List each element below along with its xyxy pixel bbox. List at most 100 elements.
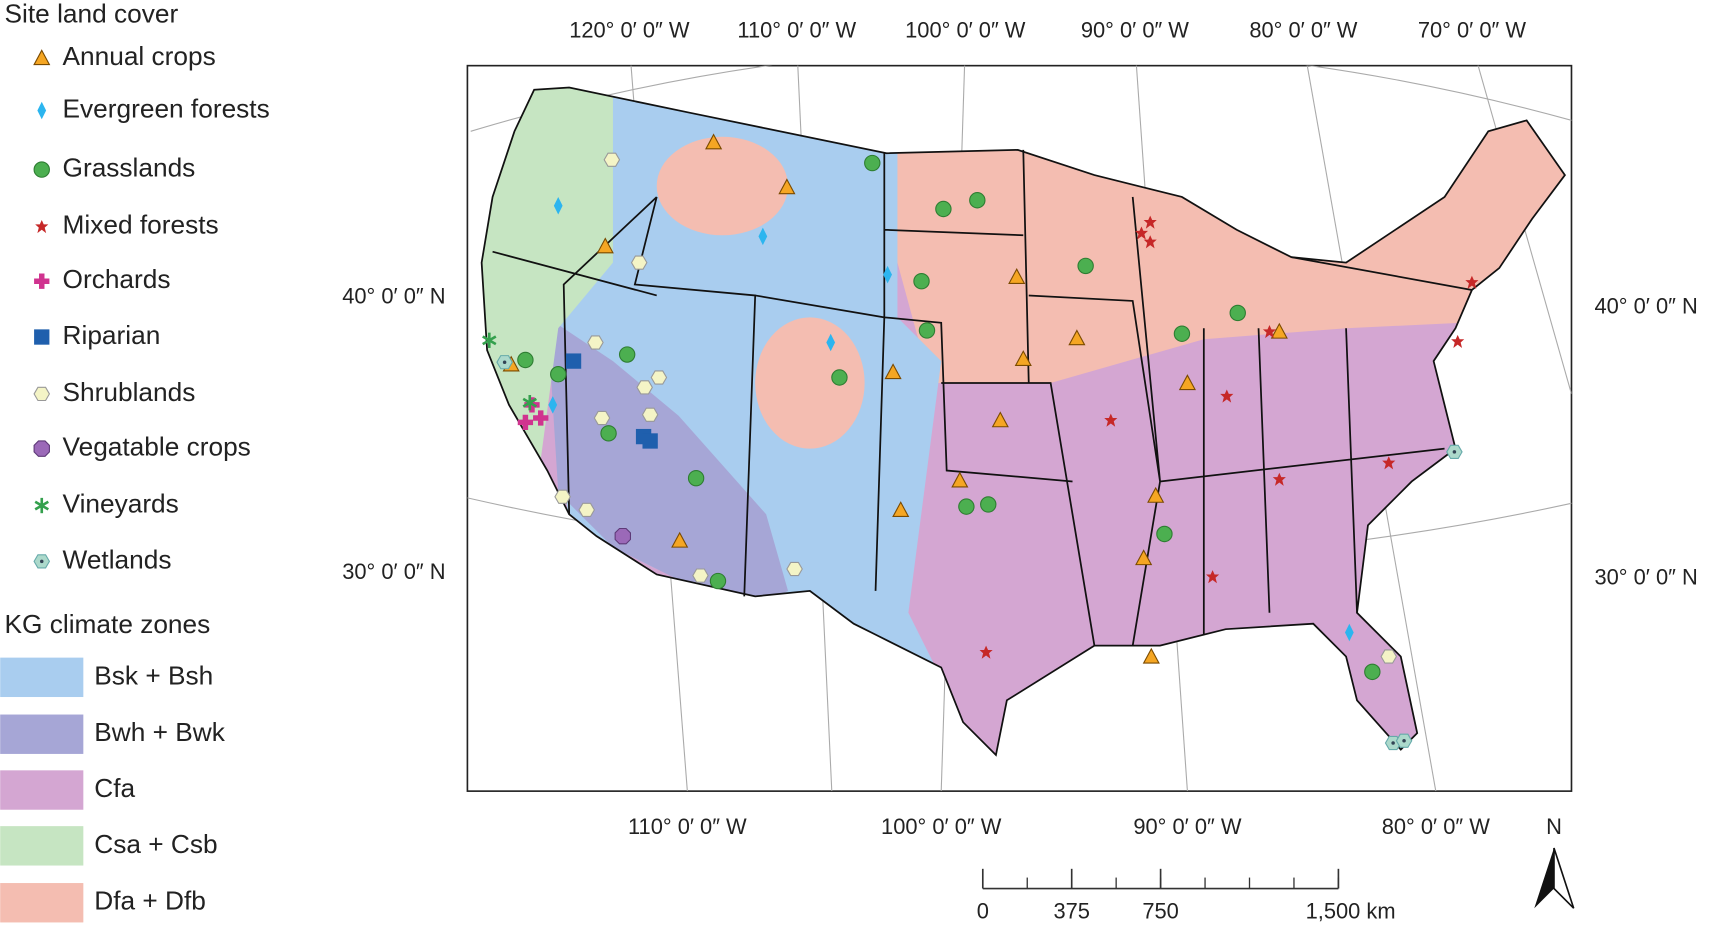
site xyxy=(496,355,513,370)
site xyxy=(709,572,727,590)
site xyxy=(958,498,975,515)
scale-label: 750 xyxy=(1142,898,1179,923)
legend-label: Mixed forests xyxy=(63,209,219,239)
site xyxy=(913,273,930,290)
longitude-label: 90° 0′ 0″ W xyxy=(1081,18,1189,43)
scale-bar: 0 375 750 1,500 km xyxy=(977,868,1396,923)
zone-area xyxy=(547,87,985,756)
site xyxy=(517,351,534,369)
legend-title: KG climate zones xyxy=(5,609,211,639)
map: 120° 0′ 0″ W 110° 0′ 0″ W 100° 0′ 0″ W 9… xyxy=(342,18,1698,840)
graticule-labels: 120° 0′ 0″ W 110° 0′ 0″ W 100° 0′ 0″ W 9… xyxy=(342,18,1698,840)
site xyxy=(614,527,631,545)
legend-label: Wetlands xyxy=(63,544,172,574)
legend-swatch xyxy=(0,714,84,754)
arrow-half xyxy=(1534,848,1554,909)
site xyxy=(1077,257,1094,275)
legend-title: Site land cover xyxy=(5,0,179,28)
north-label: N xyxy=(1546,814,1562,839)
site xyxy=(1173,325,1191,342)
site xyxy=(618,346,636,363)
legend-climate: KG climate zones Bsk + Bsh Bwh + Bwk Cfa Cs… xyxy=(0,609,226,923)
site xyxy=(600,425,617,442)
legend-label: Orchards xyxy=(63,264,171,294)
legend-land-cover: Site land cover Annual crops Evergreen f… xyxy=(5,0,270,574)
legend-label: Bwh + Bwk xyxy=(94,717,225,747)
north-arrow: N xyxy=(1534,814,1575,909)
site xyxy=(1229,304,1246,322)
site xyxy=(864,154,881,172)
longitude-label: 110° 0′ 0″ W xyxy=(737,18,856,43)
site xyxy=(554,489,571,504)
site xyxy=(630,255,648,270)
latitude-label: 40° 0′ 0″ N xyxy=(342,283,445,308)
site xyxy=(786,561,803,577)
legend-label: Vegatable crops xyxy=(63,432,251,462)
longitude-label: 80° 0′ 0″ W xyxy=(1249,18,1357,43)
legend-swatch xyxy=(0,826,84,866)
site xyxy=(1446,444,1463,460)
legend-label: Shrublands xyxy=(63,377,196,407)
legend-icon xyxy=(33,554,50,569)
arrow-half xyxy=(1553,847,1575,909)
scale-label: 0 xyxy=(977,898,989,923)
legend-label: Dfa + Dfb xyxy=(94,886,206,916)
legend-label: Riparian xyxy=(63,320,161,350)
site xyxy=(1156,525,1173,543)
legend-swatch xyxy=(0,770,84,810)
site xyxy=(642,433,658,449)
site xyxy=(636,380,653,395)
site xyxy=(831,369,848,386)
longitude-label: 70° 0′ 0″ W xyxy=(1418,18,1526,43)
legend-icon xyxy=(37,101,47,120)
longitude-label: 120° 0′ 0″ W xyxy=(569,18,690,43)
longitude-label: 100° 0′ 0″ W xyxy=(905,18,1026,43)
site xyxy=(1395,733,1413,748)
latitude-label: 30° 0′ 0″ N xyxy=(342,559,445,584)
site xyxy=(550,366,567,383)
site xyxy=(918,322,936,339)
legend-icon xyxy=(33,49,50,66)
latitude-label: 30° 0′ 0″ N xyxy=(1594,565,1697,590)
zone-area xyxy=(547,317,789,613)
legend-icon xyxy=(33,496,50,515)
legend-icon xyxy=(33,440,50,457)
longitude-label: 110° 0′ 0″ W xyxy=(628,814,747,839)
legend-icon xyxy=(33,386,50,402)
legend-icon xyxy=(35,219,49,234)
legend-icon xyxy=(34,273,50,289)
site xyxy=(641,407,659,422)
longitude-label: 80° 0′ 0″ W xyxy=(1382,814,1490,839)
longitude-label: 90° 0′ 0″ W xyxy=(1133,814,1241,839)
longitude-label: 100° 0′ 0″ W xyxy=(881,814,1002,839)
site xyxy=(593,410,611,426)
legend-label: Csa + Csb xyxy=(94,829,217,859)
legend-swatch xyxy=(0,883,84,923)
site xyxy=(1364,663,1381,681)
legend-label: Grasslands xyxy=(63,153,196,183)
site xyxy=(935,200,952,218)
site xyxy=(587,335,604,350)
site xyxy=(565,353,582,369)
site xyxy=(578,502,595,518)
site xyxy=(980,496,997,513)
legend-label: Cfa xyxy=(94,773,135,803)
legend-label: Vineyards xyxy=(63,488,179,518)
legend-swatch xyxy=(0,657,84,698)
legend-label: Annual crops xyxy=(63,41,216,71)
site xyxy=(650,370,668,385)
legend-icon xyxy=(34,329,50,345)
scale-label: 1,500 km xyxy=(1306,898,1396,923)
legend-label: Bsk + Bsh xyxy=(94,660,213,690)
site xyxy=(692,568,709,583)
site xyxy=(969,192,986,209)
legend-icon xyxy=(33,161,50,178)
site xyxy=(687,469,705,487)
site xyxy=(603,152,621,167)
legend-label: Evergreen forests xyxy=(63,93,270,123)
scale-label: 375 xyxy=(1053,898,1090,923)
latitude-label: 40° 0′ 0″ N xyxy=(1594,293,1697,318)
zone-area xyxy=(755,317,865,449)
